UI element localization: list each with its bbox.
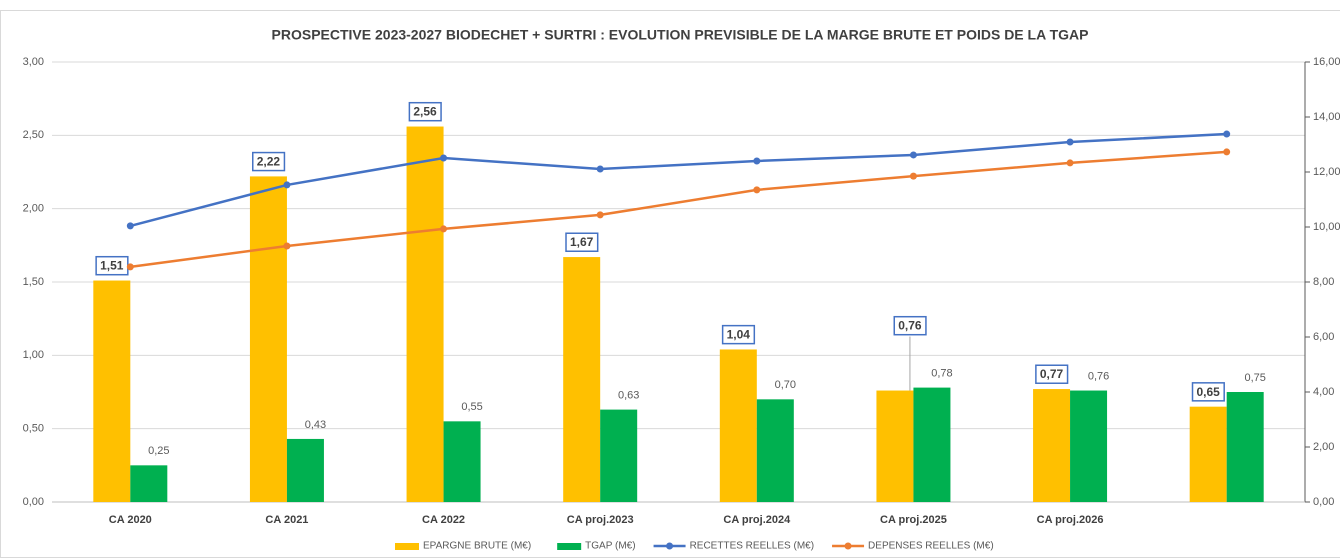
line-marker	[1223, 148, 1231, 156]
line-marker	[596, 165, 604, 173]
y2-tick-label: 12,00	[1313, 166, 1340, 178]
x-tick-label: CA 2022	[422, 514, 465, 526]
chart-title: PROSPECTIVE 2023-2027 BIODECHET + SURTRI…	[272, 27, 1089, 43]
line	[130, 150, 1227, 269]
bar	[249, 176, 287, 502]
line-marker	[596, 211, 604, 219]
x-tick-label: CA proj.2026	[1037, 514, 1104, 526]
bar	[286, 438, 324, 502]
y-tick-label: 2,50	[23, 129, 44, 141]
chart-frame	[0, 10, 1340, 558]
data-label: 0,76	[1088, 370, 1109, 382]
line-marker	[126, 222, 134, 230]
bar	[406, 126, 444, 503]
y2-tick-label: 0,00	[1313, 496, 1334, 508]
y2-tick-label: 6,00	[1313, 331, 1334, 343]
y2-tick-label: 16,00	[1313, 56, 1340, 68]
y-tick-label: 1,50	[23, 276, 44, 288]
data-label: 1,67	[570, 235, 594, 249]
line-marker	[753, 186, 761, 194]
data-label: 2,56	[413, 105, 437, 119]
line-marker	[753, 157, 761, 165]
legend-label: RECETTES REELLES (M€)	[690, 541, 814, 552]
bar	[443, 421, 481, 502]
bar	[1189, 406, 1227, 502]
legend-swatch	[844, 542, 852, 550]
data-label-box	[721, 324, 756, 345]
data-label-box	[408, 101, 442, 122]
legend-label: DEPENSES REELLES (M€)	[868, 541, 994, 552]
data-label-box	[565, 232, 599, 252]
y-tick-label: 1,00	[23, 349, 44, 361]
data-label: 0,25	[148, 445, 169, 457]
y2-tick-label: 8,00	[1313, 276, 1334, 288]
bar	[1033, 389, 1071, 502]
bar	[913, 387, 951, 502]
data-label: 0,43	[305, 419, 326, 431]
data-label: 0,77	[1040, 367, 1064, 381]
legend-label: EPARGNE BRUTE (M€)	[423, 541, 531, 552]
data-label: 2,22	[257, 155, 281, 169]
line	[129, 132, 1227, 228]
y2-tick-label: 14,00	[1313, 111, 1340, 123]
data-label-box	[1191, 382, 1225, 402]
bar	[756, 399, 794, 502]
line-marker	[909, 151, 917, 159]
line-marker	[283, 242, 291, 250]
data-label-box	[252, 151, 286, 172]
data-label: 0,78	[931, 368, 952, 380]
x-tick-label: CA 2020	[109, 514, 152, 526]
line-marker	[283, 181, 291, 189]
data-label: 0,70	[775, 379, 796, 391]
legend-label: TGAP (M€)	[585, 541, 635, 552]
y-tick-label: 2,00	[23, 203, 44, 215]
bar	[1226, 392, 1264, 502]
line-marker	[1223, 130, 1231, 138]
y-tick-label: 3,00	[23, 56, 44, 68]
x-tick-label: CA proj.2023	[567, 514, 634, 526]
y2-tick-label: 4,00	[1313, 386, 1334, 398]
y-tick-label: 0,00	[23, 496, 44, 508]
data-label: 1,51	[100, 259, 124, 273]
data-label: 0,75	[1244, 372, 1265, 384]
bar	[563, 257, 601, 502]
data-label: 0,76	[898, 319, 922, 333]
data-label: 0,55	[461, 401, 482, 413]
x-tick-label: CA proj.2025	[880, 514, 947, 526]
bar	[600, 409, 638, 502]
line-marker	[126, 263, 134, 271]
x-tick-label: CA 2021	[265, 514, 308, 526]
legend-swatch	[395, 543, 419, 550]
legend-swatch	[666, 542, 674, 550]
y-tick-label: 0,50	[23, 423, 44, 435]
line-marker	[909, 172, 917, 180]
data-label-box	[1035, 364, 1069, 384]
line-marker	[440, 154, 448, 162]
line-marker	[440, 225, 448, 233]
data-label: 0,65	[1197, 385, 1221, 399]
data-label-box	[893, 315, 927, 336]
data-label: 0,63	[618, 390, 639, 402]
bar	[719, 349, 757, 502]
y2-tick-label: 2,00	[1313, 441, 1334, 453]
line-marker	[1066, 138, 1074, 146]
bar	[130, 465, 168, 502]
bar	[1070, 390, 1108, 502]
bar	[876, 390, 914, 502]
line-marker	[1066, 159, 1074, 167]
bar	[93, 280, 131, 502]
data-label: 1,04	[727, 328, 751, 342]
y2-tick-label: 10,00	[1313, 221, 1340, 233]
x-tick-label: CA proj.2024	[723, 514, 791, 526]
legend-swatch	[557, 543, 582, 550]
